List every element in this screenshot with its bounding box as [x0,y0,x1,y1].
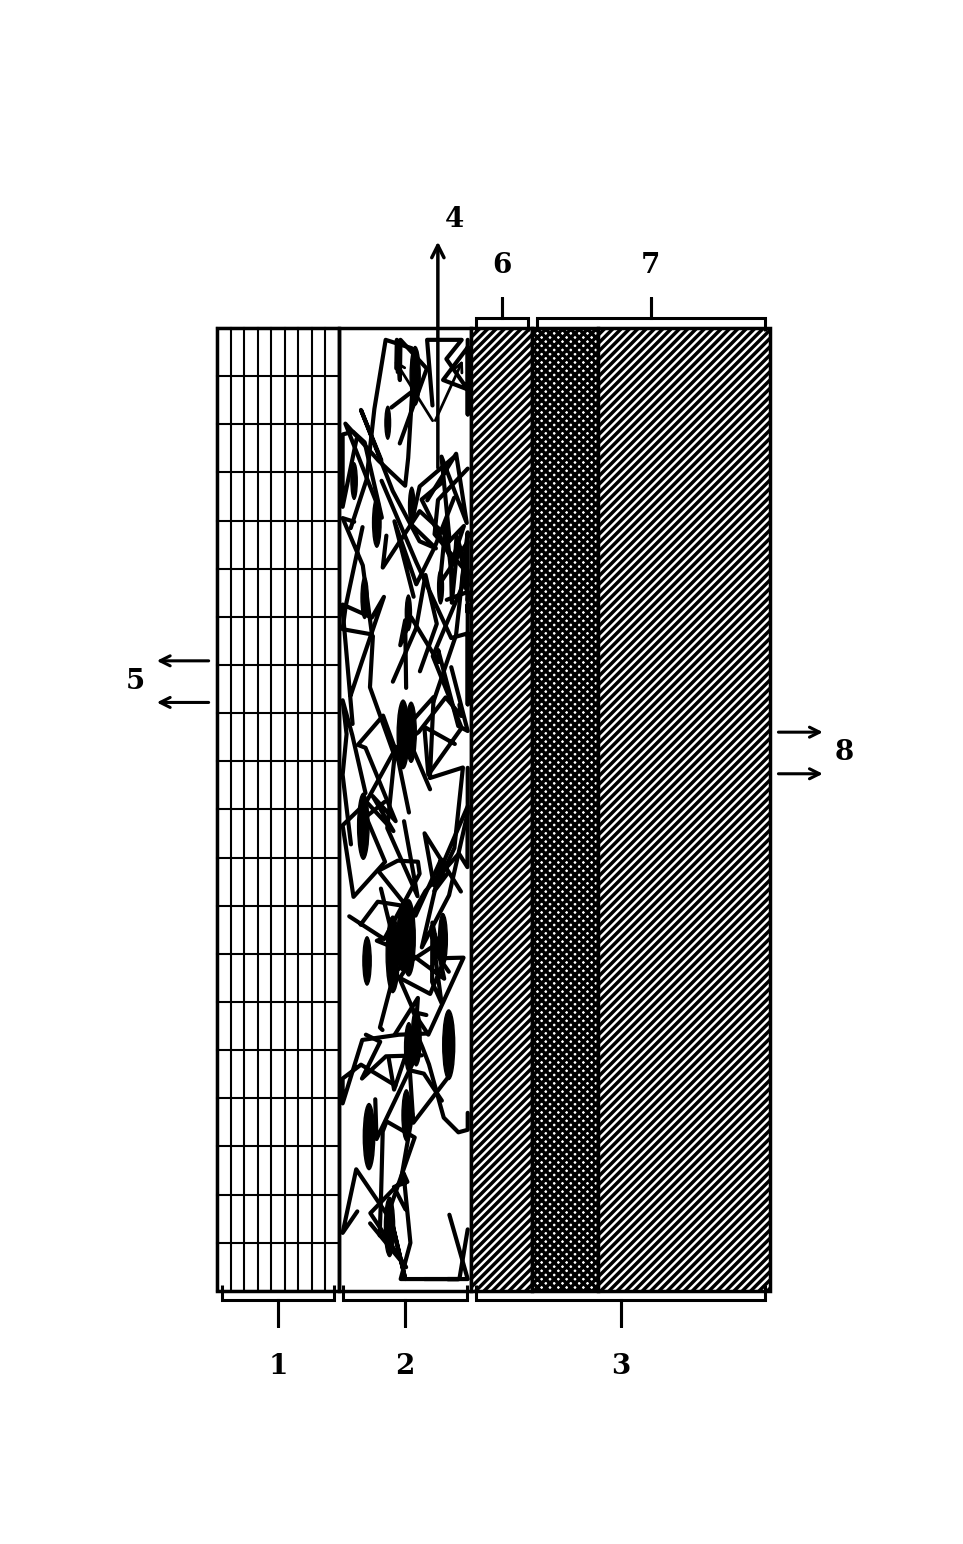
Text: 6: 6 [492,252,511,279]
Ellipse shape [402,1090,411,1141]
Bar [472,327,533,1291]
Ellipse shape [373,497,381,547]
Bar [598,327,769,1291]
Ellipse shape [411,1008,421,1065]
Ellipse shape [397,699,409,769]
Text: 5: 5 [126,669,145,695]
Ellipse shape [386,916,400,993]
Ellipse shape [351,463,357,499]
Bar [218,327,339,1291]
Bar [533,327,598,1291]
Ellipse shape [443,1010,455,1079]
Ellipse shape [357,794,369,860]
Text: 2: 2 [396,1353,415,1380]
Bar [218,327,339,1291]
Text: 1: 1 [269,1353,288,1380]
Text: 8: 8 [835,740,854,766]
Text: 3: 3 [611,1353,630,1380]
Ellipse shape [385,406,391,438]
Ellipse shape [384,1197,395,1257]
Ellipse shape [437,570,444,604]
Ellipse shape [397,906,408,971]
Ellipse shape [361,577,368,619]
Ellipse shape [406,703,416,763]
Text: 7: 7 [641,252,661,279]
Ellipse shape [363,937,371,985]
Text: 4: 4 [445,205,464,233]
Ellipse shape [405,594,411,630]
Ellipse shape [408,488,415,523]
Ellipse shape [410,346,420,405]
Bar [339,327,472,1291]
Ellipse shape [438,914,448,965]
Ellipse shape [363,1104,375,1170]
Ellipse shape [403,900,415,976]
Ellipse shape [404,1022,413,1072]
